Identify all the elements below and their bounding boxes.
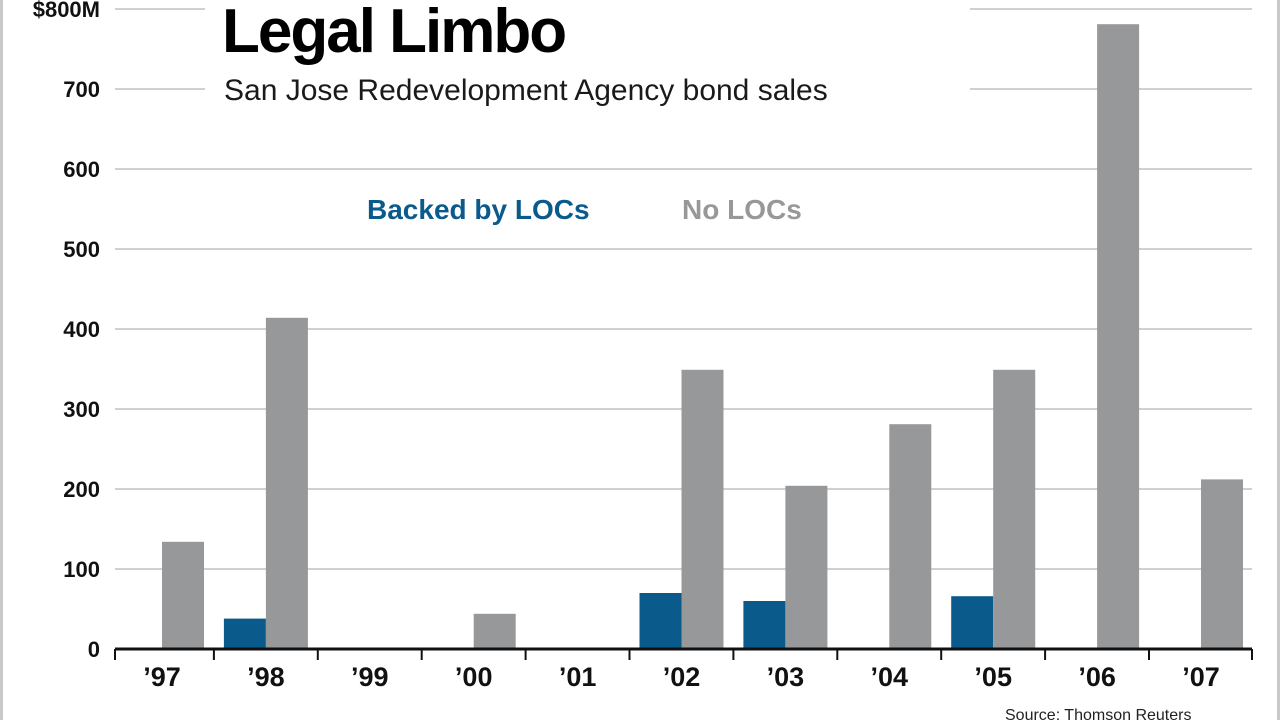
bar-no-locs-5 [681,369,724,649]
legend-no-locs: No LOCs [682,194,802,225]
bar-no-locs-8 [993,369,1036,649]
y-tick-label-600: 600 [63,157,100,182]
x-tick-label-9: ’06 [1078,662,1116,692]
x-tick-label-10: ’07 [1182,662,1220,692]
x-tick-label-4: ’01 [559,662,597,692]
y-tick-label-400: 400 [63,317,100,342]
bar-no-locs-3 [473,613,516,649]
x-tick-label-1: ’98 [247,662,285,692]
x-tick-label-7: ’04 [871,662,909,692]
bar-locs-5 [639,593,682,649]
x-tick-label-5: ’02 [663,662,701,692]
y-axis-tick-labels: 0 100 200 300 400 500 600 700 $800M [33,0,100,662]
bar-no-locs-0 [162,541,204,649]
y-tick-label-700: 700 [63,77,100,102]
x-tick-label-8: ’05 [974,662,1012,692]
chart-subtitle: San Jose Redevelopment Agency bond sales [224,74,828,107]
bar-locs-8 [951,596,994,649]
bar-no-locs-9 [1097,24,1140,649]
x-tick-label-2: ’99 [351,662,389,692]
y-tick-label-500: 500 [63,237,100,262]
source-note: Source: Thomson Reuters [1005,707,1191,720]
x-tick-label-3: ’00 [455,662,493,692]
y-tick-label-200: 200 [63,477,100,502]
x-tick-label-6: ’03 [767,662,805,692]
x-tick-label-0: ’97 [143,662,181,692]
bar-no-locs-1 [265,317,308,649]
bar-no-locs-10 [1201,479,1243,649]
y-tick-label-300: 300 [63,397,100,422]
legend-backed-by-locs: Backed by LOCs [367,194,590,225]
bars [162,24,1243,649]
chart-title: Legal Limbo [222,0,565,66]
x-axis-tick-labels: ’97 ’98 ’99 ’00 ’01 ’02 ’03 ’04 ’05 ’06 ’07 [143,662,1220,692]
y-tick-label-100: 100 [63,557,100,582]
y-tick-label-800: $800M [33,0,100,22]
bar-no-locs-7 [889,424,932,649]
y-tick-label-0: 0 [88,637,100,662]
x-axis [114,647,1253,660]
title-backdrop [205,0,970,115]
legend-backdrop [355,186,835,232]
bar-locs-6 [743,601,786,649]
bar-no-locs-6 [785,485,828,649]
bar-locs-1 [223,618,266,649]
